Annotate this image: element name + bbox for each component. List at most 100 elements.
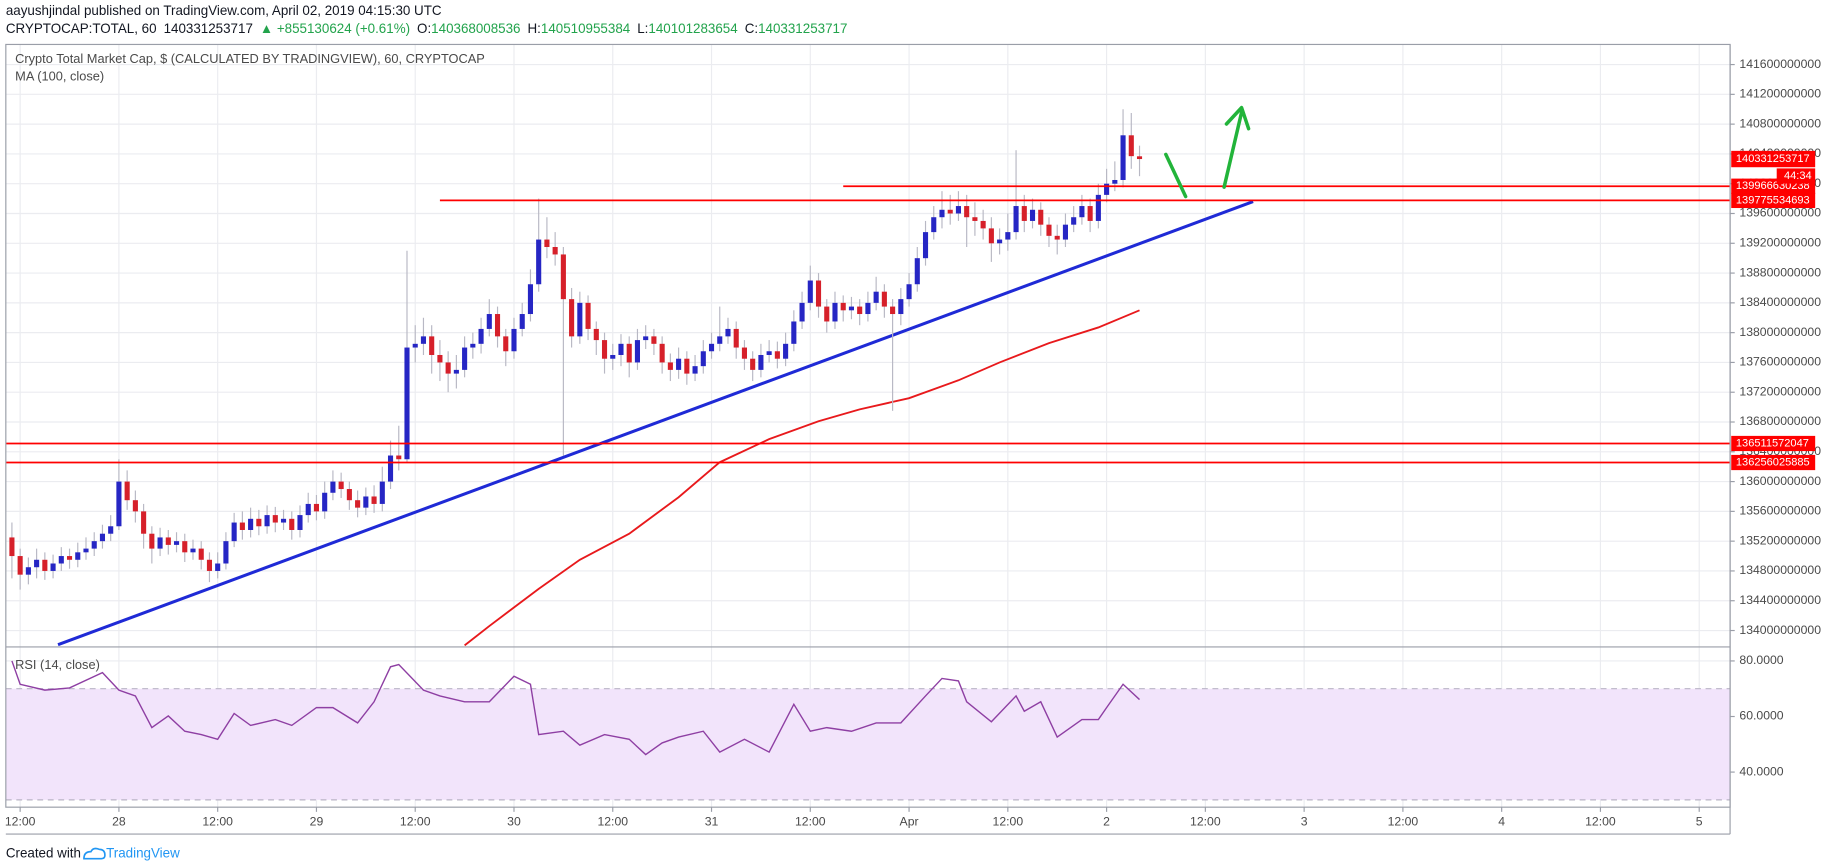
candle-body (914, 258, 920, 285)
candle-body (223, 541, 229, 564)
y-tick-label: 138800000000 (1739, 265, 1821, 279)
candle-body (931, 217, 937, 233)
candle-body (338, 481, 344, 490)
candle-body (552, 247, 558, 255)
high-value: 140510955384 (541, 21, 631, 36)
candle-body (445, 362, 451, 374)
candle-body (75, 552, 81, 560)
candle-body (1087, 206, 1093, 221)
candle-body (667, 362, 673, 370)
candle-body (486, 314, 492, 329)
candle-body (511, 328, 517, 352)
candle-body (634, 340, 641, 363)
candle-body (865, 302, 871, 315)
candle-body (807, 280, 813, 303)
price-pane (5, 109, 1731, 647)
candle-body (717, 336, 723, 344)
candle-body (116, 481, 122, 527)
candle-body (593, 328, 599, 341)
candle-body (922, 232, 929, 259)
byline: aayushjindal published on TradingView.co… (6, 3, 442, 18)
candle-body (248, 518, 254, 530)
candle-body (379, 481, 385, 504)
candle-body (305, 503, 311, 516)
candle-body (1062, 224, 1068, 240)
brand-name[interactable]: TradingView (106, 845, 180, 860)
chart-title: Crypto Total Market Cap, $ (CALCULATED B… (15, 51, 485, 66)
candle-body (659, 343, 665, 363)
candle-body (1005, 232, 1011, 240)
candle-body (610, 354, 616, 359)
candle-body (289, 518, 295, 530)
y-tick-label: 135600000000 (1739, 504, 1821, 518)
candle-body (799, 302, 805, 322)
candle-body (766, 351, 772, 355)
candle-body (190, 548, 196, 553)
candle-body (857, 306, 863, 315)
candle-body (99, 533, 106, 542)
low-label: L: (637, 21, 648, 36)
candle-body (676, 358, 682, 370)
candle-body (387, 455, 394, 482)
x-tick-label: 12:00 (597, 815, 628, 829)
candle-body (1021, 206, 1027, 221)
candle-body (881, 291, 887, 307)
open-label: O: (417, 21, 431, 36)
candle-body (947, 209, 953, 214)
candle-body (165, 537, 171, 545)
legend-entry: MA (100, close) (15, 69, 104, 84)
candle-body (141, 511, 147, 534)
x-tick-label: 31 (705, 815, 719, 829)
y-tick-label: 80.0000 (1739, 653, 1783, 667)
candle-body (66, 556, 73, 560)
x-tick-label: 29 (310, 815, 324, 829)
candle-body (1095, 194, 1101, 221)
candle-body (34, 559, 40, 568)
candle-body (132, 500, 138, 512)
candle-body (280, 518, 287, 523)
candle-body (297, 515, 303, 530)
candle-body (198, 548, 204, 560)
candle-body (692, 366, 698, 374)
candle-body (988, 228, 994, 244)
candle-body (774, 351, 780, 359)
candle-body (1079, 206, 1085, 218)
candle-body (313, 503, 320, 512)
y-tick-label: 136800000000 (1739, 414, 1821, 428)
y-tick-label: 137600000000 (1739, 355, 1821, 369)
candle-body (453, 369, 459, 374)
level-label-box (1731, 435, 1816, 452)
candle-body (322, 492, 328, 512)
x-tick-label: 12:00 (202, 815, 233, 829)
candle-body (955, 206, 961, 214)
candle-body (215, 563, 221, 571)
high-label: H: (528, 21, 541, 36)
candle-body (651, 336, 657, 344)
candle-body (898, 299, 904, 315)
annotation-arrowhead (1224, 105, 1251, 131)
candle-body (108, 526, 114, 534)
candle-body (478, 328, 484, 344)
candle-body (527, 284, 534, 315)
candle-body (470, 343, 476, 348)
candle-body (272, 515, 278, 523)
countdown-box (1776, 168, 1816, 184)
rsi-title: RSI (14, close) (15, 657, 100, 672)
y-tick-label: 139600000000 (1739, 206, 1821, 220)
candle-body (83, 548, 89, 553)
candle-body (906, 284, 912, 300)
candle-body (848, 306, 854, 311)
candle-body (585, 302, 591, 329)
candle-body (1104, 183, 1110, 195)
candle-body (462, 347, 468, 370)
y-tick-label: 138000000000 (1739, 325, 1821, 339)
x-tick-label: 12:00 (400, 815, 431, 829)
x-tick-label: 12:00 (1585, 815, 1616, 829)
candle-body (1112, 179, 1118, 184)
annotation-stroke (1164, 152, 1188, 199)
candle-body (494, 314, 501, 337)
rsi-pane (5, 660, 1731, 801)
candle-body (149, 533, 155, 549)
